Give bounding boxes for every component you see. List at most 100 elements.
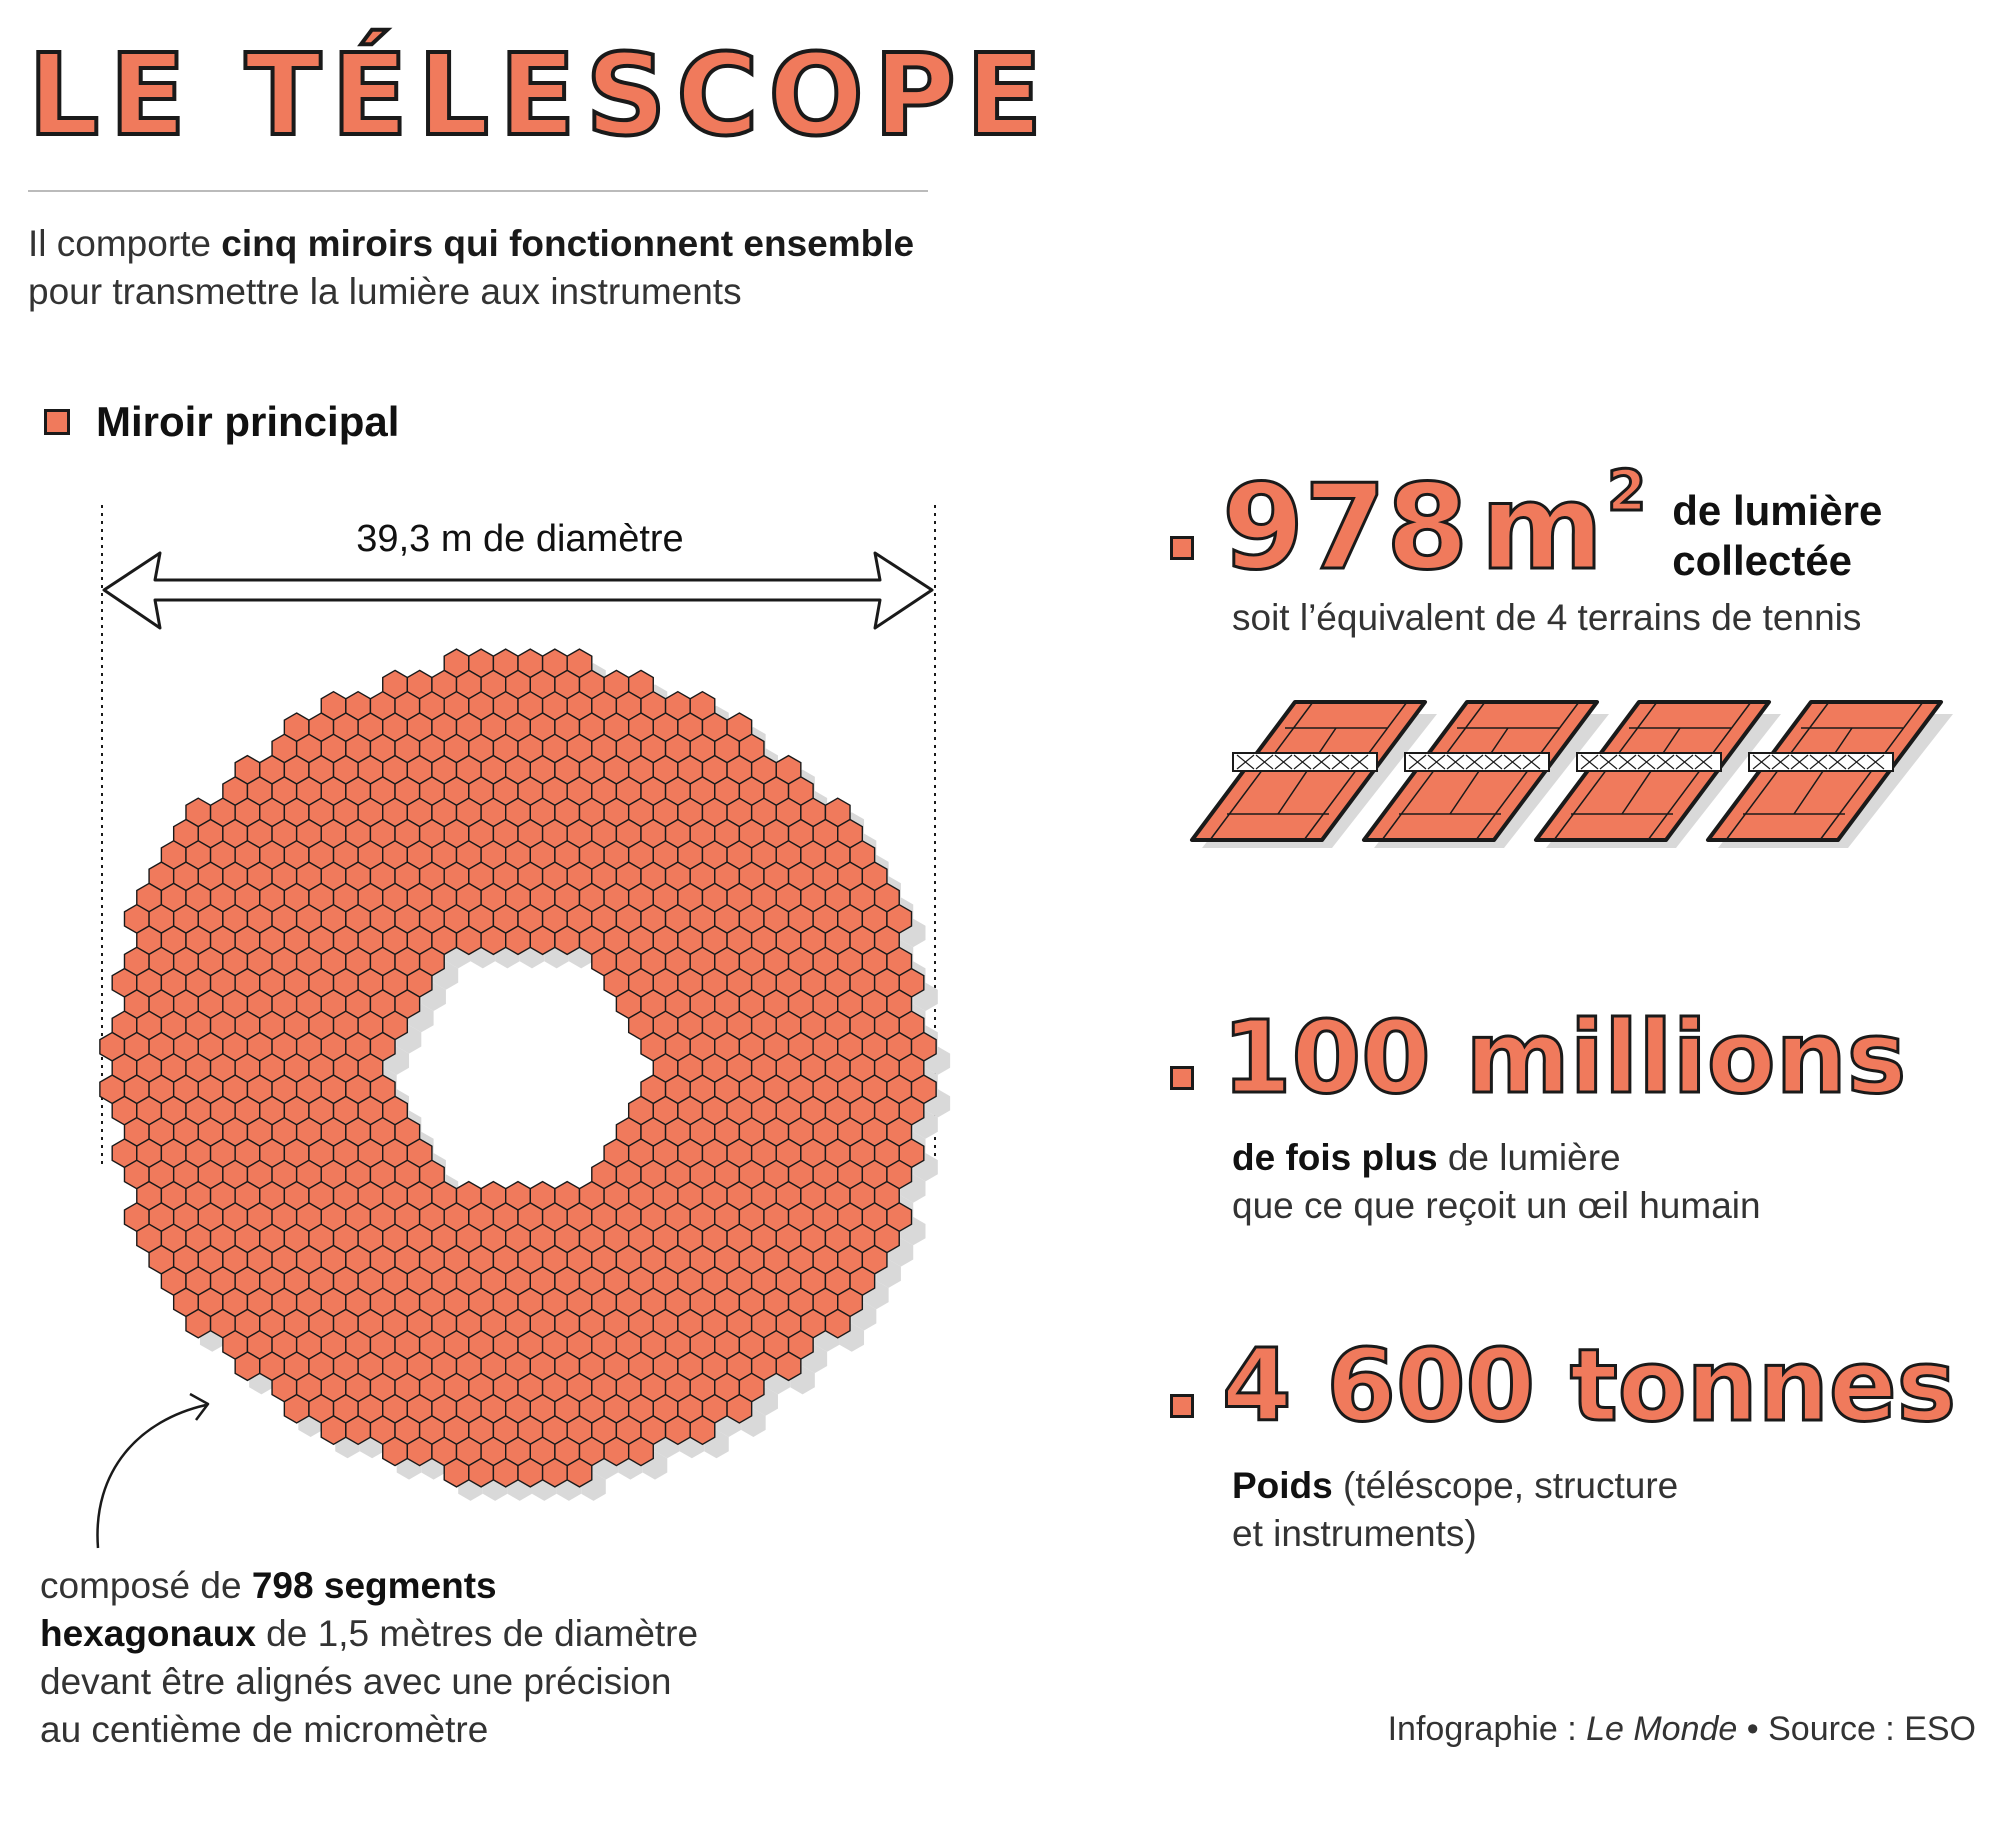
net-mesh bbox=[1350, 754, 1369, 770]
note-bold-hexagonal: hexagonaux bbox=[40, 1613, 256, 1654]
diameter-arrow-icon bbox=[102, 551, 934, 630]
net-mesh bbox=[1790, 754, 1809, 770]
diameter-label: 39,3 m de diamètre bbox=[356, 518, 684, 560]
hex-segment bbox=[824, 1308, 851, 1339]
hex-segment bbox=[468, 1457, 495, 1488]
credit-source-name: Le Monde bbox=[1586, 1710, 1738, 1748]
credit-pre: Infographie : bbox=[1387, 1710, 1587, 1748]
tennis-court-icon bbox=[1190, 700, 1437, 848]
hex-segment bbox=[492, 1457, 519, 1488]
pointer-arrow-icon bbox=[96, 1403, 207, 1549]
credit-line: Infographie : Le Monde • Source : ESO bbox=[1388, 1710, 1976, 1749]
net-mesh bbox=[1809, 754, 1828, 770]
hex-segment bbox=[234, 1351, 261, 1382]
square-bullet-icon bbox=[1170, 536, 1194, 560]
net-mesh bbox=[1847, 754, 1866, 770]
weight-line2: et instruments) bbox=[1232, 1513, 1477, 1554]
area-sub: soit l’équivalent de 4 terrains de tenni… bbox=[1232, 597, 1862, 638]
net-mesh bbox=[1446, 754, 1465, 770]
tennis-court-icon bbox=[1706, 700, 1953, 848]
hex-segment bbox=[406, 1436, 433, 1467]
net-mesh bbox=[1656, 754, 1675, 770]
net-mesh bbox=[1274, 754, 1293, 770]
net-mesh bbox=[1427, 754, 1446, 770]
net-mesh bbox=[1637, 754, 1656, 770]
light-value: 100 millions bbox=[1220, 999, 1907, 1116]
weight-bold: Poids bbox=[1232, 1465, 1333, 1506]
note-post1: de 1,5 mètres de diamètre bbox=[255, 1613, 699, 1654]
hex-segment bbox=[455, 925, 482, 956]
light-text: de fois plus de lumière que ce que reçoi… bbox=[1232, 1134, 1906, 1230]
hex-segment bbox=[603, 1436, 630, 1467]
net-mesh bbox=[1293, 754, 1312, 770]
hex-segment bbox=[320, 1415, 347, 1446]
hex-segment bbox=[566, 1457, 593, 1488]
net-mesh bbox=[1522, 754, 1541, 770]
light-bold: de fois plus bbox=[1232, 1137, 1438, 1178]
section-title-label: Miroir principal bbox=[96, 398, 400, 445]
weight-post: (téléscope, structure bbox=[1332, 1465, 1679, 1506]
hex-segment bbox=[443, 1457, 470, 1488]
intro-post: pour transmettre la lumière aux instrume… bbox=[28, 271, 742, 312]
weight-text: Poids (téléscope, structure et instrumen… bbox=[1232, 1462, 1956, 1558]
hex-segment bbox=[185, 1308, 212, 1339]
stat-light: 100 millions de fois plus de lumière que… bbox=[1170, 999, 1908, 1230]
area-unit: m bbox=[1479, 458, 1605, 596]
note-pre: composé de bbox=[40, 1565, 252, 1606]
area-label: de lumière collectée bbox=[1672, 486, 1882, 586]
area-label-line1: de lumière bbox=[1672, 487, 1883, 534]
hex-segment bbox=[480, 925, 507, 956]
hex-segment bbox=[775, 1351, 802, 1382]
hex-segment bbox=[283, 1393, 310, 1424]
hex-segment bbox=[554, 925, 581, 956]
tennis-courts bbox=[1190, 700, 1953, 848]
net-mesh bbox=[1255, 754, 1274, 770]
net-mesh bbox=[1752, 754, 1771, 770]
net-mesh bbox=[1312, 754, 1331, 770]
tennis-court-icon bbox=[1362, 700, 1609, 848]
weight-value: 4 600 tonnes bbox=[1220, 1327, 1957, 1444]
net-mesh bbox=[1580, 754, 1599, 770]
hex-segment bbox=[541, 1457, 568, 1488]
net-mesh bbox=[1618, 754, 1637, 770]
net-mesh bbox=[1599, 754, 1618, 770]
note-post3: au centième de micromètre bbox=[40, 1709, 489, 1750]
net-mesh bbox=[1675, 754, 1694, 770]
net-mesh bbox=[1771, 754, 1790, 770]
mirror-note: composé de 798 segments hexagonaux de 1,… bbox=[40, 1562, 800, 1754]
net-mesh bbox=[1236, 754, 1255, 770]
hex-segment bbox=[689, 1415, 716, 1446]
light-post: de lumière bbox=[1437, 1137, 1621, 1178]
court-net bbox=[1748, 752, 1894, 772]
net-mesh bbox=[1484, 754, 1503, 770]
hex-segment bbox=[726, 1393, 753, 1424]
square-bullet-icon bbox=[1170, 1394, 1194, 1418]
net-mesh bbox=[1503, 754, 1522, 770]
hex-segment bbox=[627, 1436, 654, 1467]
hex-segment bbox=[382, 1436, 409, 1467]
hex-segment bbox=[517, 1457, 544, 1488]
tennis-court-icon bbox=[1534, 700, 1781, 848]
section-title-mirror: Miroir principal bbox=[44, 398, 399, 446]
pointer-arrowhead-icon bbox=[189, 1392, 210, 1421]
square-bullet-icon bbox=[44, 409, 70, 435]
hex-segment bbox=[664, 1415, 691, 1446]
hex-segment bbox=[345, 1415, 372, 1446]
net-mesh bbox=[1866, 754, 1885, 770]
stat-area: 978 m 2 de lumière collectée soit l’équi… bbox=[1170, 458, 1882, 642]
square-bullet-icon bbox=[1170, 1066, 1194, 1090]
intro-pre: Il comporte bbox=[28, 223, 222, 264]
court-net bbox=[1576, 752, 1722, 772]
net-mesh bbox=[1465, 754, 1484, 770]
court-net bbox=[1232, 752, 1378, 772]
net-mesh bbox=[1828, 754, 1847, 770]
hex-segment bbox=[505, 925, 531, 956]
net-mesh bbox=[1331, 754, 1350, 770]
intro-bold: cinq miroirs qui fonctionnent ensemble bbox=[221, 223, 915, 264]
area-value: 978 bbox=[1220, 458, 1469, 596]
hex-segment bbox=[529, 925, 556, 956]
title-divider bbox=[28, 190, 928, 192]
court-net bbox=[1404, 752, 1550, 772]
note-bold-segments: 798 segments bbox=[251, 1565, 497, 1606]
